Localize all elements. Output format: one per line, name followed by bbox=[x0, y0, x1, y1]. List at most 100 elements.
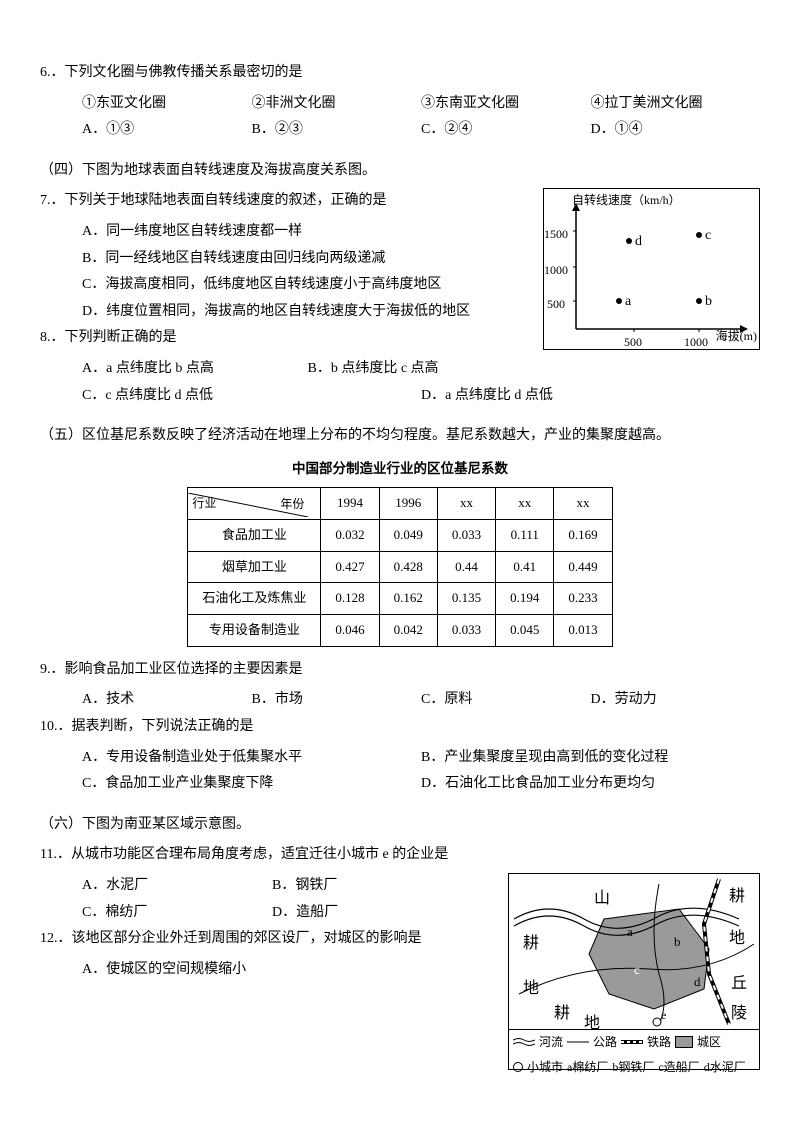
map-legend: 河流 公路 铁路 城区 小城市 a棉纺厂 b钢铁厂 c造船厂 d水泥厂 bbox=[509, 1029, 759, 1080]
c: 0.049 bbox=[379, 520, 437, 552]
row1-name: 烟草加工业 bbox=[188, 551, 321, 583]
lbl-di2: 地 bbox=[729, 924, 745, 954]
c: 0.162 bbox=[379, 583, 437, 615]
c: 0.033 bbox=[437, 520, 495, 552]
q10-opt-a: A．专用设备制造业处于低集聚水平 bbox=[82, 745, 421, 772]
row2-name: 石油化工及炼焦业 bbox=[188, 583, 321, 615]
lg-rail: 铁路 bbox=[647, 1031, 671, 1054]
q10-row2: C．食品加工业产业集聚度下降 D．石油化工比食品加工业分布更均匀 bbox=[40, 771, 760, 798]
q11-row2: C．棉纺厂 D．造船厂 bbox=[40, 900, 462, 927]
map-svg: a b c d e bbox=[509, 874, 759, 1029]
q8-row1: A．a 点纬度比 b 点高 B．b 点纬度比 c 点高 bbox=[40, 356, 533, 383]
gini-table: 行业 年份 1994 1996 xx xx xx 食品加工业0.0320.049… bbox=[187, 487, 612, 646]
map-figure: a b c d e 耕 地 山 耕 地 丘 陵 耕 地 河流 公路 铁路 城区 … bbox=[508, 873, 760, 1070]
lg-b: b钢铁厂 bbox=[612, 1056, 654, 1079]
section-5-intro: （五）区位基尼系数反映了经济活动在地理上分布的不均匀程度。基尼系数越大，产业的集… bbox=[40, 423, 760, 450]
q10-opt-b: B．产业集聚度呈现由高到低的变化过程 bbox=[421, 745, 760, 772]
year-4: xx bbox=[554, 488, 612, 520]
q7-opt-c: C．海拔高度相同，低纬度地区自转线速度小于高纬度地区 bbox=[40, 272, 502, 299]
q9-opts: A．技术 B．市场 C．原料 D．劳动力 bbox=[40, 687, 760, 714]
q11-opt-c: C．棉纺厂 bbox=[82, 900, 272, 927]
c: 0.111 bbox=[496, 520, 554, 552]
year-1: 1996 bbox=[379, 488, 437, 520]
q7-opt-d: D．纬度位置相同，海拔高的地区自转线速度大于海拔低的地区 bbox=[40, 299, 502, 326]
pt-b: b bbox=[705, 289, 712, 316]
svg-text:e: e bbox=[661, 1008, 666, 1022]
lg-a: a棉纺厂 bbox=[567, 1056, 608, 1079]
q8-opt-d: D．a 点纬度比 d 点低 bbox=[421, 383, 760, 410]
lg-town: 小城市 bbox=[527, 1056, 563, 1079]
table-row: 烟草加工业0.4270.4280.440.410.449 bbox=[188, 551, 612, 583]
pt-d: d bbox=[635, 229, 642, 256]
q8-row2: C．c 点纬度比 d 点低 D．a 点纬度比 d 点低 bbox=[40, 383, 760, 410]
c: 0.046 bbox=[321, 615, 379, 647]
c: 0.449 bbox=[554, 551, 612, 583]
table-row: 食品加工业0.0320.0490.0330.1110.169 bbox=[188, 520, 612, 552]
lbl-geng3: 耕 bbox=[554, 999, 570, 1029]
year-2: xx bbox=[437, 488, 495, 520]
q9-opt-a: A．技术 bbox=[82, 687, 252, 714]
q6-opts: A．①③ B．②③ C．②④ D．①④ bbox=[40, 117, 760, 144]
c: 0.169 bbox=[554, 520, 612, 552]
q6-items: ①东亚文化圈 ②非洲文化圈 ③东南亚文化圈 ④拉丁美洲文化圈 bbox=[40, 91, 760, 118]
q9-opt-b: B．市场 bbox=[252, 687, 422, 714]
q12-stem: 12.．该地区部分企业外迁到周围的郊区设厂，对城区的影响是 bbox=[40, 926, 440, 953]
table-row: 专用设备制造业0.0460.0420.0330.0450.013 bbox=[188, 615, 612, 647]
pt-c: c bbox=[705, 223, 711, 250]
xtick-500: 500 bbox=[624, 331, 642, 354]
head-right: 年份 bbox=[280, 493, 304, 516]
scatter-figure: 自转线速度（km/h） 500 1000 1500 500 1000 海拔(m)… bbox=[543, 188, 760, 350]
svg-text:c: c bbox=[634, 962, 640, 977]
c: 0.41 bbox=[496, 551, 554, 583]
q6-stem: 6.．下列文化圈与佛教传播关系最密切的是 bbox=[40, 60, 760, 87]
q9-opt-c: C．原料 bbox=[421, 687, 591, 714]
c: 0.042 bbox=[379, 615, 437, 647]
c: 0.045 bbox=[496, 615, 554, 647]
c: 0.233 bbox=[554, 583, 612, 615]
c: 0.033 bbox=[437, 615, 495, 647]
c: 0.427 bbox=[321, 551, 379, 583]
ytick-500: 500 bbox=[547, 293, 565, 316]
c: 0.194 bbox=[496, 583, 554, 615]
ytick-1500: 1500 bbox=[544, 223, 568, 246]
lg-river: 河流 bbox=[539, 1031, 563, 1054]
q10-row1: A．专用设备制造业处于低集聚水平 B．产业集聚度呈现由高到低的变化过程 bbox=[40, 745, 760, 772]
lg-urban: 城区 bbox=[697, 1031, 721, 1054]
svg-text:b: b bbox=[674, 934, 681, 949]
c: 0.44 bbox=[437, 551, 495, 583]
pt-a: a bbox=[625, 289, 631, 316]
lbl-di3: 地 bbox=[584, 1009, 600, 1039]
lg-c: c造船厂 bbox=[658, 1056, 699, 1079]
row3-name: 专用设备制造业 bbox=[188, 615, 321, 647]
lbl-di1: 地 bbox=[523, 974, 539, 1004]
year-0: 1994 bbox=[321, 488, 379, 520]
q10-opt-c: C．食品加工业产业集聚度下降 bbox=[82, 771, 421, 798]
q11-opt-a: A．水泥厂 bbox=[82, 873, 272, 900]
c: 0.013 bbox=[554, 615, 612, 647]
year-3: xx bbox=[496, 488, 554, 520]
q6-item-3: ③东南亚文化圈 bbox=[421, 91, 591, 118]
q6-opt-a: A．①③ bbox=[82, 117, 252, 144]
q6-opt-d: D．①④ bbox=[591, 117, 761, 144]
q6-item-1: ①东亚文化圈 bbox=[82, 91, 252, 118]
ytick-1000: 1000 bbox=[544, 259, 568, 282]
c: 0.128 bbox=[321, 583, 379, 615]
q11-opt-b: B．钢铁厂 bbox=[272, 873, 462, 900]
xtick-1000: 1000 bbox=[684, 331, 708, 354]
svg-text:d: d bbox=[694, 974, 701, 989]
svg-text:a: a bbox=[627, 924, 633, 939]
q8-opt-c: C．c 点纬度比 d 点低 bbox=[82, 383, 421, 410]
q10-stem: 10.．据表判断，下列说法正确的是 bbox=[40, 714, 760, 741]
section-6-intro: （六）下图为南亚某区域示意图。 bbox=[40, 812, 760, 839]
q6-item-2: ②非洲文化圈 bbox=[252, 91, 422, 118]
lg-d: d水泥厂 bbox=[704, 1056, 746, 1079]
q11-opt-d: D．造船厂 bbox=[272, 900, 462, 927]
q6-item-4: ④拉丁美洲文化圈 bbox=[591, 91, 761, 118]
scatter-xlabel: 海拔(m) bbox=[716, 325, 757, 348]
table-title: 中国部分制造业行业的区位基尼系数 bbox=[40, 456, 760, 482]
section-4-intro: （四）下图为地球表面自转线速度及海拔高度关系图。 bbox=[40, 158, 760, 185]
lbl-qiu: 丘 bbox=[731, 969, 747, 999]
table-row: 石油化工及炼焦业0.1280.1620.1350.1940.233 bbox=[188, 583, 612, 615]
c: 0.135 bbox=[437, 583, 495, 615]
q10-opt-d: D．石油化工比食品加工业分布更均匀 bbox=[421, 771, 760, 798]
